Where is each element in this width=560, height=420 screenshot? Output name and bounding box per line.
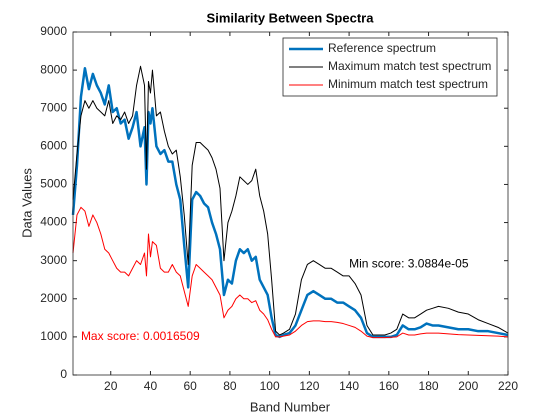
legend-label: Minimum match test spectrum bbox=[328, 77, 488, 91]
annotation: Max score: 0.0016509 bbox=[81, 329, 200, 343]
annotation: Min score: 3.0884e-05 bbox=[349, 257, 469, 271]
legend-label: Reference spectrum bbox=[328, 41, 436, 55]
y-tick-label: 6000 bbox=[40, 139, 67, 153]
series-line bbox=[72, 206, 509, 339]
y-tick-label: 2000 bbox=[40, 291, 67, 305]
series-line bbox=[71, 66, 509, 339]
x-tick-label: 220 bbox=[498, 379, 518, 393]
legend-label: Maximum match test spectrum bbox=[328, 59, 491, 73]
y-tick-label: 8000 bbox=[40, 62, 67, 76]
x-tick-label: 20 bbox=[104, 379, 118, 393]
x-tick-label: 180 bbox=[419, 379, 439, 393]
y-tick-label: 1000 bbox=[40, 329, 67, 343]
y-tick-label: 7000 bbox=[40, 100, 67, 114]
x-tick-label: 200 bbox=[458, 379, 478, 393]
x-tick-label: 60 bbox=[184, 379, 198, 393]
x-axis-label: Band Number bbox=[250, 399, 331, 414]
y-axis-label: Data Values bbox=[19, 168, 34, 238]
y-tick-label: 0 bbox=[60, 367, 67, 381]
y-tick-label: 4000 bbox=[40, 215, 67, 229]
x-tick-label: 80 bbox=[223, 379, 237, 393]
x-tick-label: 140 bbox=[339, 379, 359, 393]
x-tick-label: 120 bbox=[299, 379, 319, 393]
x-tick-label: 100 bbox=[260, 379, 280, 393]
plot-frame bbox=[72, 31, 509, 376]
y-tick-label: 9000 bbox=[40, 24, 67, 38]
chart-title: Similarity Between Spectra bbox=[207, 10, 375, 25]
x-tick-label: 160 bbox=[379, 379, 399, 393]
y-tick-label: 5000 bbox=[40, 177, 67, 191]
x-tick-label: 40 bbox=[144, 379, 158, 393]
series-line bbox=[72, 65, 509, 336]
y-tick-label: 3000 bbox=[40, 253, 67, 267]
